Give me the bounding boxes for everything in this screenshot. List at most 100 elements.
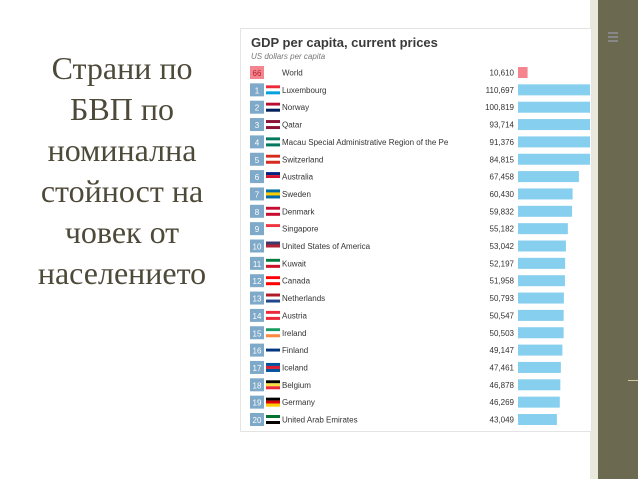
country-label: Luxembourg <box>282 86 326 95</box>
bar <box>518 188 573 200</box>
slide-title-line: БВП по <box>70 91 174 127</box>
flag-stripe <box>266 328 280 332</box>
rank-label: 15 <box>253 329 262 338</box>
country-flag-icon <box>266 380 280 390</box>
rank-badge <box>250 274 264 288</box>
flag-stripe <box>266 126 280 130</box>
rank-badge <box>250 308 264 322</box>
bar <box>518 361 561 373</box>
flag-stripe <box>266 421 280 424</box>
rank-label: 6 <box>255 173 260 182</box>
flag-stripe <box>266 206 280 210</box>
rank-badge <box>250 83 264 97</box>
bar <box>518 84 590 96</box>
country-label: Singapore <box>282 225 319 234</box>
country-label: Germany <box>282 398 315 407</box>
bar <box>518 414 557 425</box>
flag-stripe <box>266 108 280 112</box>
country-label: Iceland <box>282 363 308 372</box>
country-label: Kuwait <box>282 259 307 268</box>
rank-badge <box>250 118 264 132</box>
rank-badge <box>250 152 264 166</box>
slide-title-line: номинална <box>47 132 197 168</box>
flag-stripe <box>266 120 280 124</box>
country-flag-icon <box>266 310 280 320</box>
rank-badge <box>250 291 264 305</box>
value-label: 67,458 <box>490 173 515 182</box>
rank-label: 5 <box>255 156 260 165</box>
country-label: World <box>282 69 303 78</box>
flag-stripe <box>266 172 280 176</box>
flag-stripe <box>266 313 280 317</box>
country-flag-icon <box>266 241 280 251</box>
country-flag-icon <box>266 258 280 268</box>
value-label: 43,049 <box>490 416 515 425</box>
country-label: Ireland <box>282 329 306 338</box>
flag-stripe <box>266 386 280 390</box>
flag-stripe <box>266 154 280 158</box>
flag-stripe <box>266 279 280 283</box>
bar <box>518 205 573 217</box>
decorative-stripe <box>590 0 598 479</box>
rank-badge <box>250 395 264 409</box>
flag-stripe <box>266 227 280 231</box>
country-flag-icon <box>266 362 280 372</box>
rank-label: 11 <box>253 260 262 269</box>
decorative-line <box>628 380 638 381</box>
country-flag-icon <box>266 206 280 216</box>
bar <box>518 153 590 165</box>
flag-stripe <box>266 293 280 297</box>
country-label: United States of America <box>282 242 371 251</box>
bar <box>518 396 560 408</box>
menu-icon[interactable] <box>608 32 626 46</box>
flag-stripe <box>266 403 280 407</box>
country-flag-icon <box>266 120 280 130</box>
bar <box>518 171 579 183</box>
country-label: Finland <box>282 346 308 355</box>
flag-stripe <box>266 400 280 404</box>
value-label: 51,958 <box>490 277 515 286</box>
flag-stripe <box>266 143 280 147</box>
country-label: Sweden <box>282 190 311 199</box>
flag-stripe <box>266 123 280 127</box>
value-label: 93,714 <box>490 121 515 130</box>
flag-stripe <box>266 212 280 216</box>
flag-stripe <box>266 244 280 248</box>
value-label: 50,503 <box>490 329 515 338</box>
rank-label: 66 <box>253 69 262 78</box>
flag-stripe <box>266 282 280 286</box>
rank-label: 4 <box>255 138 260 147</box>
value-label: 50,547 <box>490 311 515 320</box>
flag-stripe <box>266 230 280 234</box>
flag-stripe <box>266 334 280 338</box>
rank-badge <box>250 204 264 218</box>
bar <box>518 327 564 339</box>
rank-badge <box>250 326 264 340</box>
rank-label: 7 <box>255 190 260 199</box>
country-label: Austria <box>282 311 307 320</box>
rank-badge <box>250 66 264 79</box>
value-label: 46,269 <box>490 398 515 407</box>
flag-stripe <box>266 316 280 320</box>
rank-label: 10 <box>253 243 262 252</box>
rank-badge <box>250 100 264 114</box>
flag-stripe <box>266 264 280 268</box>
flag-stripe <box>266 383 280 387</box>
value-label: 91,376 <box>490 138 515 147</box>
value-label: 52,197 <box>490 259 515 268</box>
country-flag-icon <box>266 154 280 164</box>
country-label: United Arab Emirates <box>282 416 358 425</box>
bar <box>518 257 566 269</box>
flag-stripe <box>266 88 280 92</box>
country-flag-icon <box>266 85 280 95</box>
value-label: 49,147 <box>490 346 515 355</box>
flag-stripe <box>266 345 280 349</box>
flag-stripe <box>266 348 280 352</box>
decorative-side-band <box>598 0 638 479</box>
flag-stripe <box>266 258 280 262</box>
country-flag-icon <box>266 345 280 355</box>
flag-stripe <box>266 102 280 106</box>
bar <box>518 223 568 235</box>
rank-badge <box>250 222 264 236</box>
country-flag-icon <box>266 328 280 338</box>
